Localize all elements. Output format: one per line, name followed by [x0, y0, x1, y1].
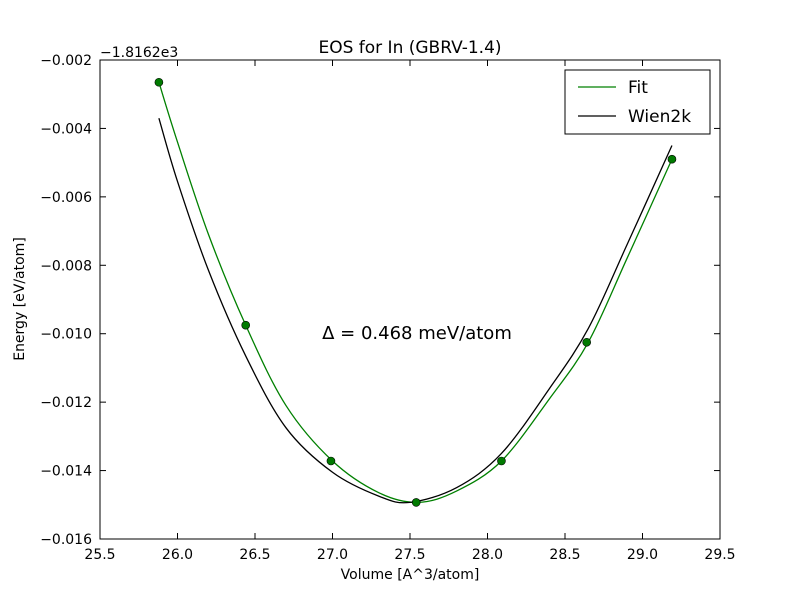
x-tick-label: 27.0	[317, 547, 348, 563]
chart-title: EOS for In (GBRV-1.4)	[318, 38, 501, 58]
legend: Fit Wien2k	[564, 69, 711, 135]
x-tick-label: 26.0	[162, 547, 193, 563]
y-tick-label: −0.008	[40, 258, 92, 274]
x-axis-label: Volume [A^3/atom]	[341, 567, 480, 583]
x-tick-label: 25.5	[84, 547, 115, 563]
data-point-6	[667, 154, 677, 164]
data-point-0	[154, 77, 164, 87]
x-tick-label: 28.0	[472, 547, 503, 563]
x-tick-label: 29.5	[704, 547, 735, 563]
legend-label-wien2k: Wien2k	[628, 107, 691, 127]
y-tick-label: −0.012	[40, 395, 92, 411]
x-tick-label: 27.5	[394, 547, 425, 563]
x-tick-label: 29.0	[627, 547, 658, 563]
delta-annotation: Δ = 0.468 meV/atom	[322, 323, 512, 344]
data-point-2	[326, 456, 336, 466]
tick-layer: 25.5 26.0 26.5 27.0 27.5 28.0 28.5 29.0 29.5 −0.0…	[40, 53, 735, 563]
legend-label-fit: Fit	[628, 78, 648, 98]
legend-box	[564, 69, 711, 135]
series-line-wien2k	[158, 117, 673, 504]
y-tick-label: −0.006	[40, 190, 92, 206]
x-tick-label: 26.5	[239, 547, 270, 563]
data-point-3	[411, 498, 421, 507]
series-layer	[154, 77, 677, 507]
y-tick-label: −0.010	[40, 327, 92, 343]
y-axis-label: Energy [eV/atom]	[12, 237, 28, 361]
data-point-1	[241, 320, 250, 330]
data-point-4	[497, 456, 506, 466]
y-tick-label: −0.002	[40, 53, 92, 69]
y-tick-label: −0.004	[40, 121, 92, 137]
x-tick-label: 28.5	[549, 547, 580, 563]
data-point-5	[582, 337, 592, 347]
y-tick-label: −0.016	[40, 532, 92, 548]
plot-frame	[99, 59, 721, 540]
y-tick-label: −0.014	[40, 464, 92, 480]
y-offset-text: −1.8162e3	[100, 45, 178, 61]
